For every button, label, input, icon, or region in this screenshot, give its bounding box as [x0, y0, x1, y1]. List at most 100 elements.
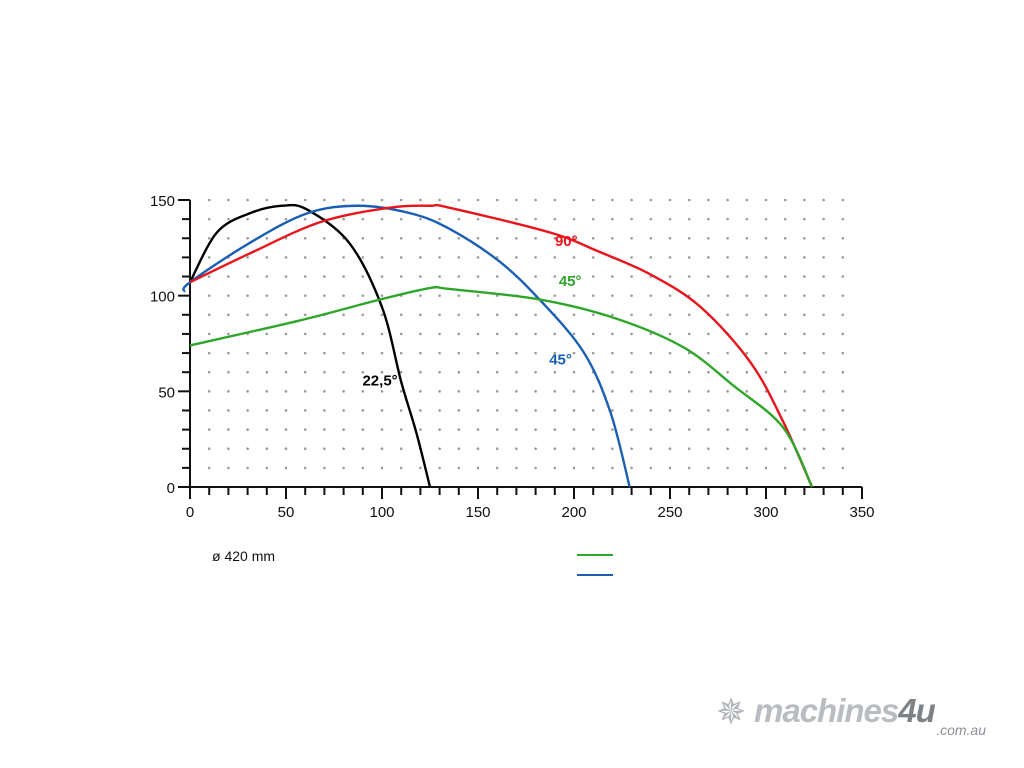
grid-dot	[515, 236, 518, 240]
grid-dot	[207, 370, 211, 374]
grid-dot	[399, 351, 403, 355]
grid-dot	[783, 294, 787, 297]
grid-dot	[227, 198, 230, 202]
grid-dot	[265, 294, 269, 297]
grid-dot	[361, 217, 365, 221]
grid-dot	[342, 198, 345, 202]
grid-dot	[822, 332, 825, 336]
grid-dot	[323, 332, 326, 336]
grid-dot	[246, 217, 249, 221]
grid-dot	[572, 409, 576, 412]
grid-dot	[495, 275, 499, 278]
grid-dot	[457, 236, 461, 240]
grid-dot	[476, 351, 480, 355]
grid-dot	[438, 370, 441, 374]
grid-dot	[783, 351, 787, 355]
grid-dot	[246, 390, 249, 393]
grid-dot	[553, 370, 557, 374]
grid-dot	[783, 236, 787, 240]
grid-dot	[726, 294, 729, 297]
grid-dot	[207, 294, 211, 297]
grid-dot	[361, 370, 365, 374]
x-tick-label: 100	[369, 504, 394, 521]
grid-dot	[783, 466, 787, 470]
grid-dot	[649, 332, 653, 336]
grid-dot	[303, 466, 307, 470]
grid-dot	[380, 256, 384, 259]
grid-dot	[822, 294, 825, 297]
grid-dot	[534, 217, 537, 221]
grid-dot	[265, 256, 269, 259]
grid-dot	[687, 313, 691, 317]
grid-dot	[265, 428, 269, 431]
grid-dot	[745, 351, 749, 355]
grid-dot	[707, 217, 710, 221]
grid-dot	[707, 409, 710, 412]
grid-dot	[745, 370, 749, 374]
grid-dot	[668, 428, 672, 431]
grid-dot	[476, 390, 480, 393]
grid-dot	[591, 275, 595, 278]
grid-dot	[227, 275, 230, 278]
grid-dot	[841, 447, 845, 451]
grid-dot	[783, 256, 787, 259]
grid-dot	[668, 351, 672, 355]
grid-dot	[822, 447, 825, 451]
grid-dot	[764, 198, 768, 202]
grid-dot	[687, 256, 691, 259]
y-tick-label: 50	[158, 384, 175, 401]
grid-dot	[438, 294, 441, 297]
grid-dot	[841, 409, 845, 412]
grid-dot	[630, 236, 633, 240]
grid-dot	[707, 390, 710, 393]
grid-dot	[591, 351, 595, 355]
grid-dot	[726, 409, 729, 412]
grid-dot	[438, 466, 441, 470]
grid-dot	[745, 198, 749, 202]
grid-dot	[687, 275, 691, 278]
grid-dot	[783, 217, 787, 221]
grid-dot	[419, 294, 422, 297]
grid-dot	[668, 294, 672, 297]
grid-dot	[227, 294, 230, 297]
grid-dot	[457, 409, 461, 412]
grid-dot	[399, 332, 403, 336]
grid-dot	[284, 428, 288, 431]
grid-dot	[284, 447, 288, 451]
grid-dot	[284, 466, 288, 470]
axes: 0 50 100 150 200 250 300 350 0 50 100 150	[150, 193, 875, 521]
grid-dot	[303, 198, 307, 202]
grid-dot	[399, 466, 403, 470]
grid-dot	[726, 256, 729, 259]
grid-dot	[649, 256, 653, 259]
grid-dot	[764, 236, 768, 240]
grid-dot	[515, 198, 518, 202]
grid-dot	[745, 313, 749, 317]
grid-dot	[303, 256, 307, 259]
grid-dot	[265, 409, 269, 412]
grid-dot	[207, 217, 211, 221]
grid-dot	[476, 275, 480, 278]
grid-dot	[457, 294, 461, 297]
grid-dot	[246, 428, 249, 431]
grid-dot	[591, 409, 595, 412]
grid-dot	[342, 275, 345, 278]
grid-dot	[803, 390, 806, 393]
grid-dot	[572, 313, 576, 317]
grid-dot	[476, 447, 480, 451]
grid-dot	[227, 236, 230, 240]
curve-label-2: 90°	[555, 233, 578, 250]
grid-dot	[668, 390, 672, 393]
grid-dot	[246, 198, 249, 202]
grid-dot	[649, 370, 653, 374]
grid-dot	[284, 370, 288, 374]
curve-label-3: 45°	[559, 273, 582, 290]
grid-dot	[803, 313, 806, 317]
grid-dot	[591, 256, 595, 259]
grid-dot	[361, 313, 365, 317]
grid-dot	[611, 217, 614, 221]
grid-dot	[438, 198, 441, 202]
grid-dot	[841, 294, 845, 297]
grid-dot	[764, 351, 768, 355]
grid-dot	[495, 313, 499, 317]
